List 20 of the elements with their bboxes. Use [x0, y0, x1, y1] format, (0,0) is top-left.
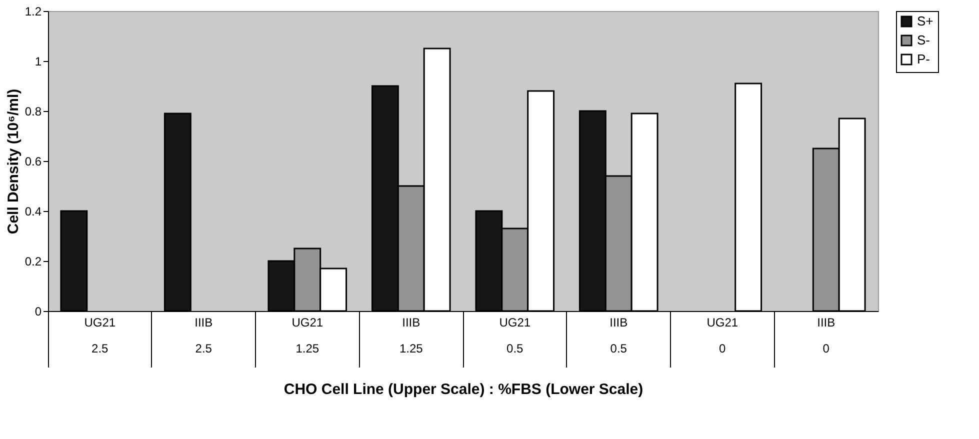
x-tick-label: UG21 1.25 — [292, 316, 324, 356]
y-axis-title: Cell Density (10⁶/ml) — [4, 88, 22, 234]
x-tick-label: IIIB 1.25 — [399, 316, 424, 356]
y-tick-label: 0.2 — [24, 254, 42, 268]
y-tick-label: 0.8 — [24, 104, 42, 118]
x-axis-title: CHO Cell Line (Upper Scale) : %FBS (Lower Scale) — [284, 381, 644, 398]
x-tick-label: UG21 2.5 — [84, 316, 116, 356]
y-tick-label: 0 — [34, 304, 42, 318]
x-tick-label: IIIB 0 — [817, 316, 836, 356]
y-tick-label: 0.4 — [24, 204, 42, 218]
x-tick-label: UG21 0.5 — [499, 316, 531, 356]
y-tick-label: 0.6 — [24, 154, 42, 168]
y-tick-label: 1.2 — [24, 4, 42, 18]
y-tick-label: 1 — [34, 54, 42, 68]
x-tick-label: IIIB 0.5 — [610, 316, 628, 356]
x-tick-label: IIIB 2.5 — [194, 316, 213, 356]
x-tick-label: UG21 0 — [706, 316, 738, 356]
legend-label: S- — [917, 32, 930, 48]
legend-label: P- — [917, 52, 930, 66]
legend-label: S+ — [917, 14, 934, 28]
